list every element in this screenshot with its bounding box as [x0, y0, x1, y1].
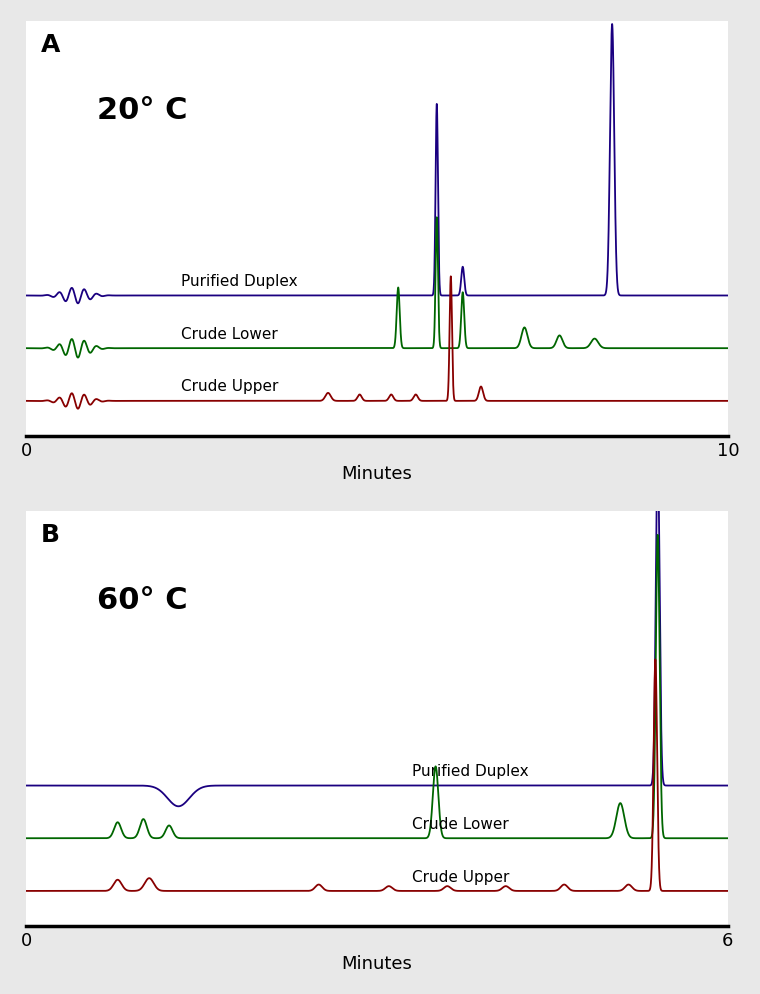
- Text: Crude Upper: Crude Upper: [412, 870, 510, 885]
- X-axis label: Minutes: Minutes: [342, 955, 413, 973]
- X-axis label: Minutes: Minutes: [342, 465, 413, 483]
- Text: Crude Lower: Crude Lower: [181, 327, 277, 342]
- Text: 20° C: 20° C: [97, 95, 187, 124]
- Text: 60° C: 60° C: [97, 585, 187, 614]
- Text: Crude Upper: Crude Upper: [181, 380, 278, 395]
- Text: Crude Lower: Crude Lower: [412, 817, 509, 832]
- Text: Purified Duplex: Purified Duplex: [181, 274, 297, 289]
- Text: B: B: [40, 524, 59, 548]
- Text: Purified Duplex: Purified Duplex: [412, 764, 529, 779]
- Text: A: A: [40, 33, 60, 58]
